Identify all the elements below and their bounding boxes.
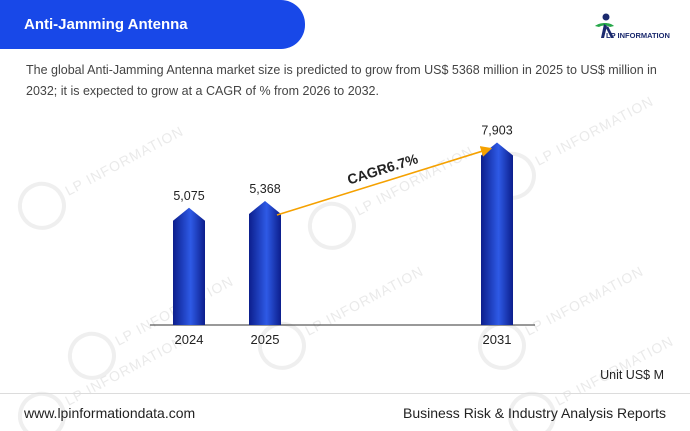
x-tick-label-2031: 2031 [483,332,512,347]
value-label-2025: 5,368 [249,182,280,196]
x-tick-label-2024: 2024 [175,332,204,347]
header-bar: Anti-Jamming Antenna [0,0,305,49]
footer-divider [0,393,690,394]
cagr-arrow [276,146,493,216]
website-link[interactable]: www.lpinformationdata.com [24,405,196,421]
value-label-2031: 7,903 [481,123,512,137]
market-description: The global Anti-Jamming Antenna market s… [26,63,657,98]
company-logo: LP INFORMATION [592,12,672,42]
logo-text: LP INFORMATION [606,31,670,40]
report-title: Anti-Jamming Antenna [24,16,188,33]
bar-2031 [481,142,513,325]
logo-icon [595,13,614,38]
bar-2024 [173,207,205,325]
footer-tagline: Business Risk & Industry Analysis Report… [403,405,666,421]
x-tick-label-2025: 2025 [251,332,280,347]
unit-label: Unit US$ M [600,368,664,382]
value-label-2024: 5,075 [173,189,204,203]
bar-2025 [249,200,281,325]
